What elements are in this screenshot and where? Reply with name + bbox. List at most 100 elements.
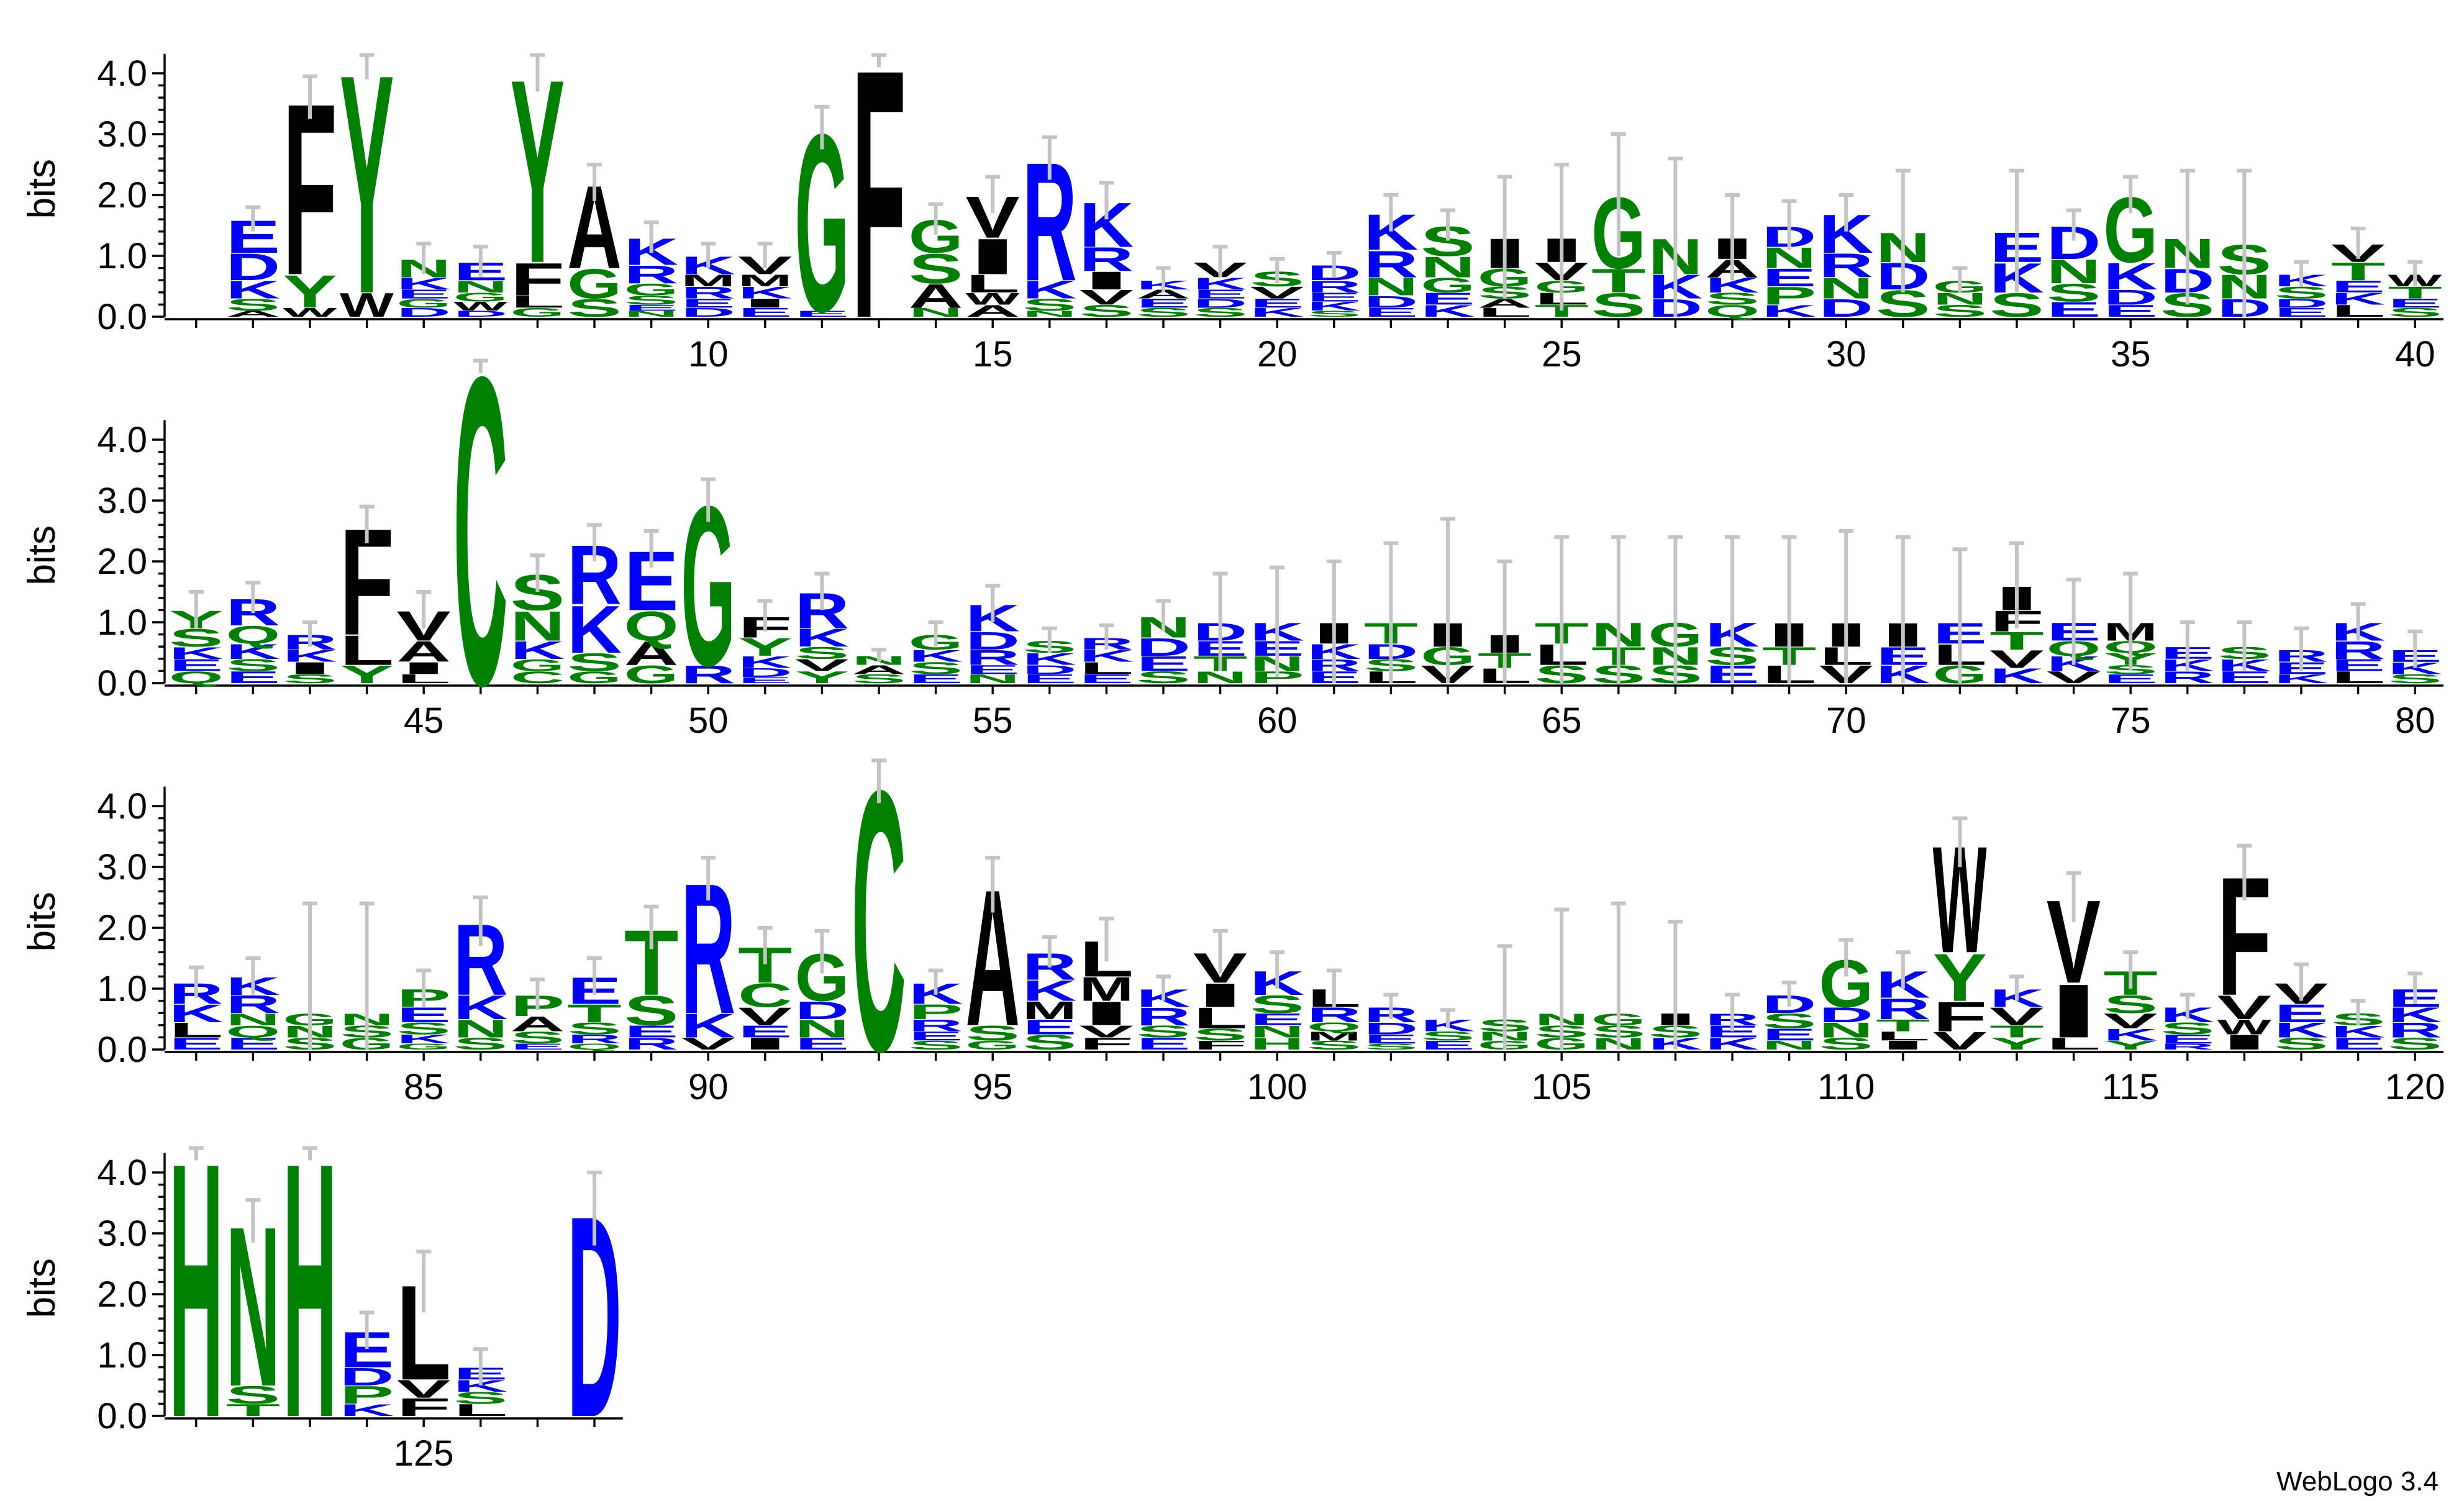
glyph-L-79: L <box>2331 668 2386 686</box>
glyph-N-23: N <box>1421 250 1475 283</box>
glyph-S-80: S <box>2388 672 2442 686</box>
glyph-S-32: S <box>1933 302 1988 320</box>
glyph-S-33: S <box>1989 286 2044 324</box>
logo-column-107: KSI <box>1648 920 1703 1053</box>
glyph-S-53: S <box>852 672 906 686</box>
glyph-D-10: D <box>681 306 735 320</box>
x-tick-label: 15 <box>973 334 1013 374</box>
glyph-S-9: S <box>624 293 679 307</box>
logo-column-6: DWGNE <box>453 245 508 319</box>
glyph-K-42: K <box>226 640 281 663</box>
glyph-E-54: E <box>909 672 963 686</box>
glyph-K-54: K <box>909 646 963 666</box>
glyph-N-86: N <box>453 1015 508 1043</box>
x-tick-label: 20 <box>1257 334 1298 374</box>
glyph-E-21: E <box>1307 290 1362 304</box>
glyph-A-24: A <box>1478 296 1532 311</box>
x-tick-label: 100 <box>1247 1067 1307 1107</box>
glyph-Y-113: Y <box>1989 1035 2044 1053</box>
glyph-G-95: G <box>965 1038 1020 1053</box>
glyph-F-112: F <box>1933 993 1988 1040</box>
glyph-I-114: I <box>2047 969 2101 1054</box>
glyph-K-43: K <box>283 646 337 666</box>
glyph-E-38: E <box>2274 306 2329 320</box>
glyph-A-45: A <box>396 635 451 668</box>
logo-column-19: SDEKV <box>1193 245 1247 319</box>
logo-column-39: LKETV <box>2331 226 2385 320</box>
glyph-R-98: R <box>1136 1002 1191 1031</box>
glyph-Y-3: Y <box>283 265 337 317</box>
y-tick-label: 3.0 <box>97 847 147 887</box>
glyph-E-103: E <box>1421 1038 1475 1053</box>
glyph-K-96: K <box>1022 974 1077 1007</box>
glyph-N-30: N <box>1819 272 1873 305</box>
glyph-D-58: D <box>1136 633 1191 661</box>
glyph-E-18: E <box>1136 296 1191 311</box>
glyph-K-51: K <box>738 653 793 672</box>
glyph-L-24: L <box>1478 305 1532 319</box>
logo-column-27: DKN <box>1648 156 1703 322</box>
x-tick-label: 55 <box>973 701 1013 741</box>
y-tick-label: 0.0 <box>97 1030 147 1070</box>
glyph-T-88: T <box>567 999 622 1027</box>
glyph-G-9: G <box>624 280 679 299</box>
logo-column-85: GKSEP <box>396 968 451 1051</box>
glyph-L-111: L <box>1876 1029 1930 1043</box>
glyph-V-91: V <box>738 1002 792 1031</box>
glyph-E-77: E <box>2217 668 2272 687</box>
glyph-E-12: E <box>795 309 850 319</box>
glyph-E-79: E <box>2331 656 2386 674</box>
y-tick-label: 1.0 <box>97 969 147 1009</box>
x-tick-label: 75 <box>2111 701 2151 741</box>
glyph-S-48: S <box>567 648 622 676</box>
glyph-K-47: K <box>511 636 565 664</box>
logo-column-18: SEAK <box>1136 266 1191 319</box>
logo-column-69: LTI <box>1762 535 1816 689</box>
logo-column-43: SIKR <box>283 620 337 686</box>
glyph-S-43: S <box>283 672 337 686</box>
glyph-M-10: M <box>681 271 735 290</box>
x-tick-label: 90 <box>688 1067 729 1107</box>
glyph-E-100: E <box>1250 1010 1304 1028</box>
glyph-D-38: D <box>2274 296 2329 311</box>
x-tick-label: 30 <box>1826 334 1866 374</box>
logo-column-116: RESK <box>2160 992 2215 1051</box>
glyph-K-5: K <box>396 274 451 293</box>
glyph-I-117: I <box>2217 1030 2272 1054</box>
glyph-K-11: K <box>738 283 793 302</box>
glyph-N-14: N <box>909 306 963 320</box>
glyph-S-115: S <box>2103 990 2158 1018</box>
logo-column-67: SNG <box>1648 535 1703 689</box>
logo-column-62: LSDT <box>1364 541 1418 687</box>
glyph-L-81: L <box>169 1018 224 1042</box>
glyph-V-73: V <box>1989 645 2043 673</box>
logo-column-31: SDN <box>1876 168 1930 325</box>
y-axis-label: bits <box>20 892 63 951</box>
logo-column-71: KEI <box>1876 535 1930 689</box>
glyph-S-28: S <box>1705 289 1760 308</box>
glyph-S-116: S <box>2160 1019 2215 1038</box>
logo-column-123: H <box>283 1087 337 1494</box>
glyph-D-22: D <box>1364 292 1419 312</box>
glyph-G-5: G <box>396 296 451 311</box>
glyph-N-6: N <box>453 277 508 296</box>
logo-column-26: STG <box>1591 132 1646 324</box>
glyph-A-18: A <box>1136 287 1191 301</box>
glyph-I-91: I <box>738 1035 793 1053</box>
glyph-S-86: S <box>453 1035 508 1053</box>
